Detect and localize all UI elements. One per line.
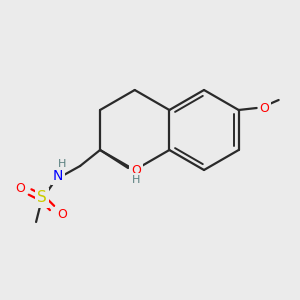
Text: H: H [58, 159, 66, 169]
Text: H: H [132, 175, 140, 185]
Text: O: O [15, 182, 25, 194]
Text: S: S [37, 190, 47, 206]
Text: N: N [53, 169, 63, 183]
Text: O: O [131, 164, 141, 176]
Text: O: O [57, 208, 67, 220]
Text: O: O [260, 101, 270, 115]
